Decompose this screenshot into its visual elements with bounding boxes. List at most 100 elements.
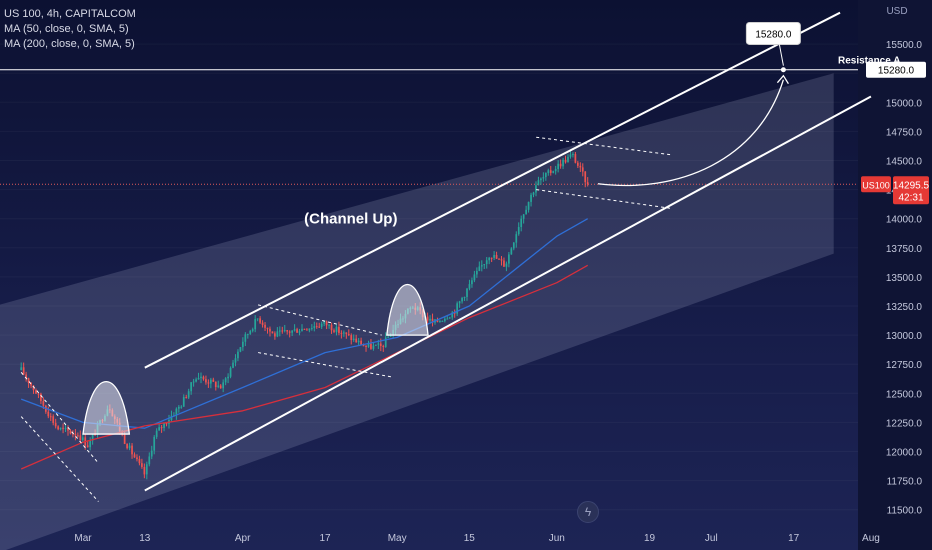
candle-body (59, 427, 62, 430)
candle-body (91, 434, 94, 441)
candle-body (540, 178, 542, 181)
candle-body (335, 326, 338, 332)
candle-body (288, 331, 291, 333)
candle-body (212, 379, 215, 382)
candle-body (355, 338, 358, 343)
candle-body (192, 381, 195, 383)
y-tick-label: 12750.0 (886, 360, 923, 371)
current-price-label: 14295.5 (893, 180, 930, 191)
candle-body (318, 326, 321, 328)
candle-body (246, 333, 249, 335)
x-tick-label: 19 (644, 533, 656, 544)
candle-body (72, 433, 74, 435)
candle-body (67, 427, 69, 431)
candle-body (525, 209, 527, 215)
candle-body (333, 330, 335, 332)
channel-upper-line (144, 11, 841, 369)
candle-body (145, 464, 148, 475)
candle-body (128, 445, 131, 449)
candle-body (350, 335, 353, 340)
candle-body (76, 435, 79, 437)
candle-body (222, 382, 225, 389)
candle-body (483, 264, 486, 266)
candle-body (443, 318, 446, 321)
candle-body (352, 338, 355, 340)
candle-body (520, 218, 523, 228)
candle-body (123, 434, 126, 444)
x-tick-label: Mar (74, 533, 92, 544)
candle-body (542, 177, 545, 179)
y-tick-label: 13500.0 (886, 273, 923, 284)
candle-body (441, 320, 444, 322)
candle-body (367, 343, 370, 347)
candle-body (325, 321, 328, 326)
candle-body (249, 330, 252, 334)
candle-body (54, 422, 57, 427)
candle-body (274, 333, 276, 337)
candle-body (498, 258, 500, 260)
candle-body (291, 330, 293, 333)
x-tick-label: Aug (862, 533, 880, 544)
candle-body (214, 381, 217, 388)
y-tick-label: 14500.0 (886, 157, 923, 168)
candle-body (515, 234, 518, 243)
legend-ma200[interactable]: MA (200, close, 0, SMA, 5) (4, 38, 135, 50)
candle-body (508, 254, 510, 264)
candle-body (488, 257, 491, 261)
candle-body (365, 345, 367, 347)
y-tick-label: 15000.0 (886, 98, 923, 109)
candle-body (229, 367, 232, 377)
candle-body (303, 328, 306, 330)
candle-body (256, 318, 259, 320)
candle-body (532, 192, 535, 195)
price-axis (858, 0, 932, 550)
candle-body (49, 416, 52, 418)
candle-body (281, 330, 284, 332)
candle-body (426, 316, 429, 321)
channel-lower-line (144, 95, 872, 492)
legend-ma50[interactable]: MA (50, close, 0, SMA, 5) (4, 23, 129, 35)
candle-body (436, 319, 439, 322)
candle-body (503, 260, 505, 267)
axis-currency: USD (886, 6, 907, 17)
candle-body (138, 459, 141, 464)
candle-body (143, 466, 146, 475)
candle-body (581, 167, 584, 172)
candle-body (227, 376, 229, 379)
candle-body (239, 347, 242, 352)
candle-body (298, 331, 301, 333)
candle-body (347, 333, 350, 336)
x-tick-label: 13 (139, 533, 151, 544)
candle-body (160, 427, 163, 429)
candle-body (133, 454, 136, 458)
candle-body (269, 328, 271, 332)
candle-body (466, 288, 468, 297)
candle-body (47, 411, 50, 417)
candle-body (495, 255, 498, 259)
candle-body (57, 426, 60, 430)
candle-body (62, 427, 64, 429)
candle-body (217, 385, 220, 388)
candle-body (557, 163, 560, 170)
candle-body (456, 303, 459, 314)
hump-shape (82, 381, 131, 435)
legend-symbol[interactable]: US 100, 4h, CAPITALCOM (4, 8, 136, 20)
candle-body (342, 332, 345, 334)
candle-body (177, 406, 180, 409)
candle-body (190, 382, 193, 392)
y-tick-label: 13750.0 (886, 244, 923, 255)
candle-body (197, 377, 200, 380)
lightning-icon[interactable]: ϟ (577, 501, 599, 523)
candle-body (345, 332, 348, 334)
candle-body (431, 318, 434, 323)
candle-body (185, 397, 188, 399)
candle-body (64, 427, 67, 429)
candle-body (165, 423, 168, 425)
target-label: 15280.0 (755, 29, 792, 40)
hump-shape (386, 284, 429, 336)
y-tick-label: 12500.0 (886, 389, 923, 400)
candle-body (377, 343, 380, 345)
candle-body (79, 435, 82, 441)
